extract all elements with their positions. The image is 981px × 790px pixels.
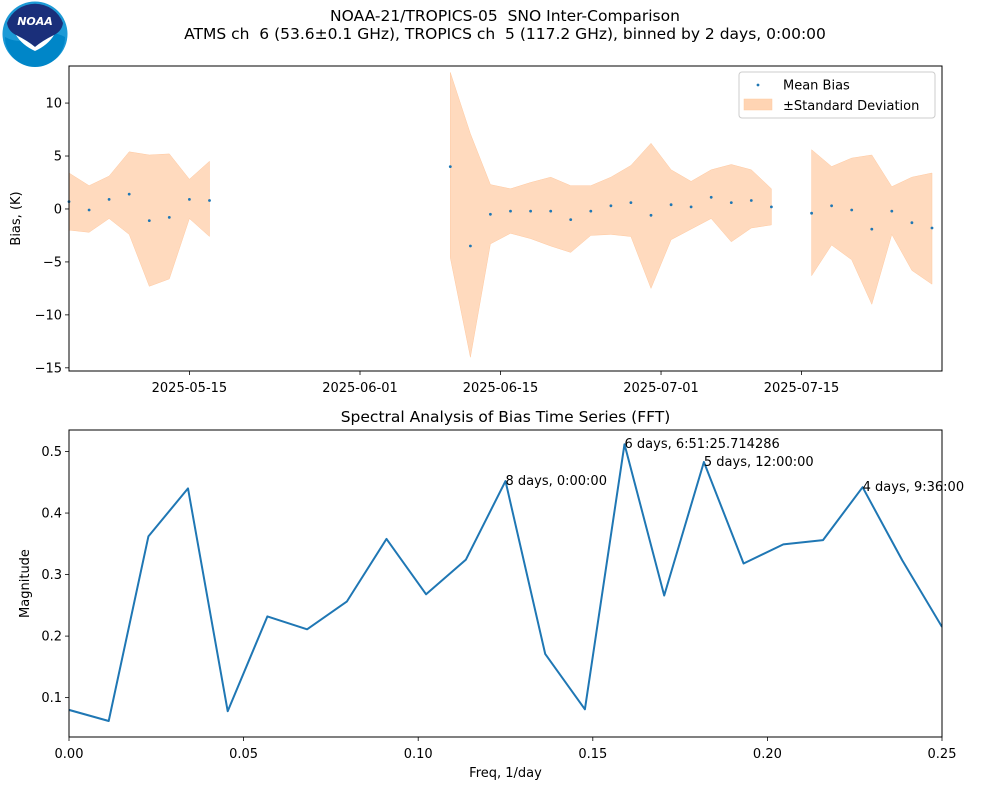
fft-y-axis-label: Magnitude [18, 549, 33, 618]
y-tick-label: −15 [35, 361, 62, 376]
fft-y-tick-label: 0.5 [41, 445, 62, 460]
mean-bias-point [870, 227, 874, 231]
fft-plot-frame [68, 429, 943, 738]
figure-title: NOAA-21/TROPICS-05 SNO Inter-Comparison [330, 7, 680, 25]
fft-y-tick-label: 0.4 [41, 507, 62, 522]
mean-bias-point [930, 226, 934, 230]
y-axis-label: Bias, (K) [9, 191, 24, 245]
y-tick-label: 0 [54, 202, 62, 217]
std-band-segment-2 [811, 149, 933, 306]
mean-bias-point [810, 211, 813, 215]
mean-bias-point [127, 192, 131, 196]
mean-bias-point [569, 218, 573, 222]
mean-bias-point [107, 198, 111, 201]
x-tick-label: 2025-06-15 [463, 381, 539, 396]
y-tick-label: −10 [35, 308, 62, 323]
std-band-segment-0 [68, 151, 210, 287]
x-tick-label: 2025-06-01 [322, 381, 398, 396]
fft-x-axis-label: Freq, 1/day [469, 766, 542, 781]
fft-x-tick-label: 0.25 [928, 747, 957, 762]
std-band-segment-1 [450, 72, 772, 358]
mean-bias-point [87, 208, 91, 212]
fft-y-tick-label: 0.1 [41, 691, 62, 706]
mean-bias-point [890, 209, 894, 213]
fft-x-tick-label: 0.15 [578, 747, 607, 762]
y-tick-label: −5 [43, 255, 62, 270]
mean-bias-point [649, 213, 653, 217]
mean-bias-point [749, 199, 753, 202]
mean-bias-point [850, 208, 854, 212]
mean-bias-point [709, 195, 713, 199]
y-tick-label: 5 [54, 150, 62, 165]
fft-peak-annotation: 4 days, 9:36:00 [863, 480, 964, 495]
bias-plot-frame [68, 65, 943, 372]
fft-peak-annotation: 6 days, 6:51:25.714286 [625, 437, 780, 452]
legend-mean-label: Mean Bias [783, 79, 850, 94]
fft-x-tick-label: 0.10 [404, 747, 433, 762]
fft-x-tick-label: 0.00 [55, 747, 84, 762]
figure-subtitle: ATMS ch 6 (53.6±0.1 GHz), TROPICS ch 5 (… [184, 25, 826, 43]
fft-series-line [69, 443, 942, 722]
x-tick-label: 2025-05-15 [152, 381, 228, 396]
mean-bias-point [208, 199, 211, 202]
mean-bias-point [669, 203, 673, 207]
mean-bias-point [830, 204, 833, 208]
fft-x-tick-label: 0.20 [753, 747, 782, 762]
fft-title: Spectral Analysis of Bias Time Series (F… [341, 408, 671, 426]
fft-y-tick-label: 0.3 [41, 568, 62, 583]
fft-y-tick-label: 0.2 [41, 630, 62, 645]
mean-bias-point [509, 209, 512, 213]
mean-bias-point [147, 219, 151, 223]
mean-bias-point [770, 205, 773, 209]
y-tick-label: 10 [45, 97, 62, 112]
logo-text: NOAA [17, 15, 53, 28]
legend-band-swatch [743, 98, 773, 111]
fft-plot: Spectral Analysis of Bias Time Series (F… [18, 408, 964, 781]
legend-band-label: ±Standard Deviation [783, 99, 919, 114]
mean-bias-point [469, 244, 472, 248]
mean-bias-point [689, 205, 693, 209]
legend-mean-marker [756, 83, 760, 87]
fft-peak-annotation: 8 days, 0:00:00 [506, 474, 607, 489]
mean-bias-point [167, 216, 171, 219]
mean-bias-point [188, 198, 191, 201]
fft-x-tick-label: 0.05 [229, 747, 258, 762]
fft-peak-annotation: 5 days, 12:00:00 [704, 455, 814, 470]
mean-bias-point [529, 209, 532, 213]
mean-bias-point [629, 201, 633, 205]
mean-bias-point [609, 204, 613, 208]
legend-box [738, 71, 936, 119]
mean-bias-point [549, 209, 553, 213]
mean-bias-point [589, 209, 593, 213]
noaa-logo: NOAA [2, 1, 68, 67]
bias-plot: −15 −10 −5 0 5 10 2025-05-15 2025-06-01 2025-06-… [9, 65, 943, 396]
mean-bias-point [910, 221, 914, 225]
legend: Mean Bias ±Standard Deviation [738, 71, 936, 119]
mean-bias-point [729, 201, 733, 205]
x-tick-label: 2025-07-15 [764, 381, 840, 396]
mean-bias-point [448, 165, 452, 169]
x-tick-label: 2025-07-01 [623, 381, 699, 396]
mean-bias-point [489, 212, 492, 216]
